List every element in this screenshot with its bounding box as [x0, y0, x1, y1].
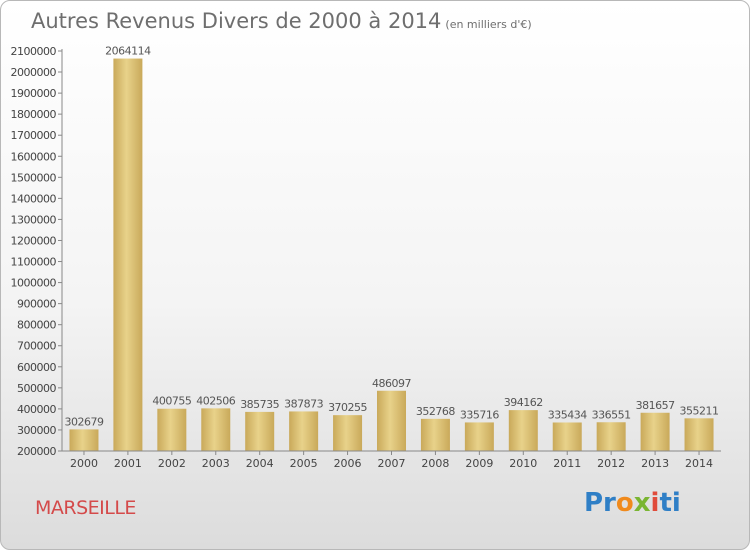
- chart-title: Autres Revenus Divers de 2000 à 2014 (en …: [31, 9, 532, 33]
- y-tick-label-800000: 800000: [17, 319, 56, 332]
- bar-2003: [201, 408, 231, 451]
- value-label-2013: 381657: [636, 399, 675, 412]
- value-label-2002: 400755: [152, 395, 191, 408]
- bar-2008: [420, 418, 450, 451]
- y-tick-label-600000: 600000: [17, 361, 56, 374]
- x-label-2004: 2004: [246, 457, 274, 470]
- x-label-2013: 2013: [641, 457, 669, 470]
- y-tick-label-200000: 200000: [17, 445, 56, 458]
- y-tick-label-1400000: 1400000: [11, 192, 57, 205]
- y-tick-label-2100000: 2100000: [11, 45, 57, 58]
- logo-part-2: o: [615, 488, 634, 518]
- logo-part-5: ti: [659, 488, 681, 518]
- x-label-2001: 2001: [114, 457, 142, 470]
- y-tick-label-700000: 700000: [17, 340, 56, 353]
- y-tick-label-1600000: 1600000: [11, 150, 57, 163]
- x-label-2000: 2000: [70, 457, 98, 470]
- bar-2010: [508, 410, 538, 451]
- bar-2013: [640, 412, 670, 451]
- value-label-2006: 370255: [328, 401, 367, 414]
- value-label-2003: 402506: [196, 394, 235, 407]
- y-tick-label-1000000: 1000000: [11, 277, 57, 290]
- bar-2014: [684, 418, 714, 451]
- y-ticks-group: 200000 300000 400000 500000 600000 700000 8000…: [11, 45, 62, 458]
- y-tick-label-2000000: 2000000: [11, 66, 57, 79]
- bar-2000: [69, 429, 99, 451]
- y-tick-label-1100000: 1100000: [11, 256, 57, 269]
- y-tick-label-1200000: 1200000: [11, 234, 57, 247]
- x-label-2008: 2008: [421, 457, 449, 470]
- value-label-2004: 385735: [240, 398, 279, 411]
- x-label-2002: 2002: [158, 457, 186, 470]
- bar-2001: [113, 58, 143, 452]
- value-label-2001: 2064114: [105, 45, 151, 58]
- y-tick-label-1900000: 1900000: [11, 87, 57, 100]
- x-labels-group: 2000 2001 2002 2003 2004 2005 2006 2007 2008 2009…: [70, 451, 713, 470]
- bar-2002: [157, 408, 187, 451]
- y-tick-label-300000: 300000: [17, 424, 56, 437]
- value-label-2007: 486097: [372, 377, 411, 390]
- bar-2005: [289, 411, 319, 451]
- x-label-2003: 2003: [202, 457, 230, 470]
- x-label-2014: 2014: [685, 457, 713, 470]
- y-tick-label-1700000: 1700000: [11, 129, 57, 142]
- x-label-2006: 2006: [334, 457, 362, 470]
- place-label: MARSEILLE: [35, 497, 136, 519]
- bar-2009: [464, 422, 494, 451]
- x-label-2005: 2005: [290, 457, 318, 470]
- y-tick-label-400000: 400000: [17, 403, 56, 416]
- y-tick-label-1500000: 1500000: [11, 171, 57, 184]
- logo-part-3: x: [633, 488, 651, 518]
- value-label-2005: 387873: [284, 397, 323, 410]
- value-label-2009: 335716: [460, 408, 499, 421]
- x-label-2007: 2007: [378, 457, 406, 470]
- y-tick-label-1300000: 1300000: [11, 213, 57, 226]
- bar-2004: [245, 411, 275, 451]
- y-tick-label-1800000: 1800000: [11, 108, 57, 121]
- bar-2011: [552, 422, 582, 451]
- proxiti-logo: Proxiti: [584, 488, 681, 518]
- value-labels-group: 302679 2064114 400755 402506 385735 387873 370…: [64, 45, 719, 429]
- value-label-2010: 394162: [504, 396, 543, 409]
- logo-part-4: i: [650, 488, 660, 518]
- x-label-2012: 2012: [597, 457, 625, 470]
- value-label-2014: 355211: [680, 404, 719, 417]
- axes-group: [61, 49, 721, 452]
- x-label-2009: 2009: [465, 457, 493, 470]
- bar-2012: [596, 422, 626, 451]
- chart-subtitle: (en milliers d'€): [445, 18, 532, 31]
- chart-title-text: Autres Revenus Divers de 2000 à 2014: [31, 9, 442, 33]
- value-label-2012: 336551: [592, 408, 631, 421]
- x-label-2010: 2010: [509, 457, 537, 470]
- value-label-2011: 335434: [548, 408, 587, 421]
- bars-group: [69, 58, 714, 452]
- bar-2007: [377, 390, 406, 451]
- y-tick-label-900000: 900000: [17, 298, 56, 311]
- x-label-2011: 2011: [553, 457, 581, 470]
- value-label-2000: 302679: [64, 415, 103, 428]
- value-label-2008: 352768: [416, 405, 455, 418]
- logo-part-1: Pr: [584, 488, 616, 518]
- y-tick-label-500000: 500000: [17, 382, 56, 395]
- bar-2006: [333, 415, 363, 451]
